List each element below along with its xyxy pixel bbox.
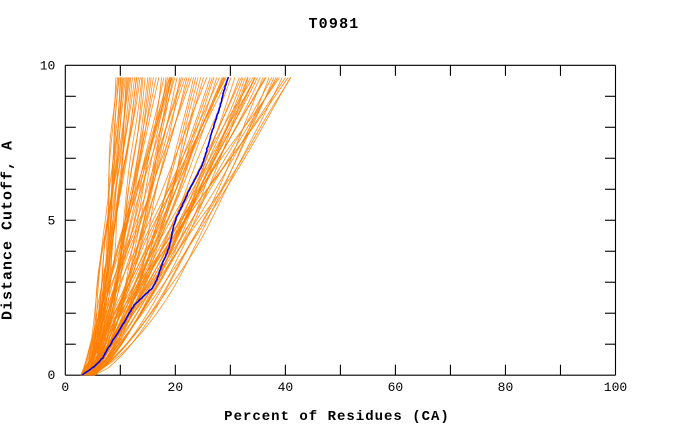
svg-text:0: 0 bbox=[61, 380, 69, 395]
svg-text:20: 20 bbox=[168, 380, 184, 395]
svg-text:5: 5 bbox=[47, 213, 55, 228]
svg-text:40: 40 bbox=[278, 380, 294, 395]
svg-text:10: 10 bbox=[40, 58, 56, 73]
svg-text:60: 60 bbox=[388, 380, 404, 395]
svg-text:100: 100 bbox=[604, 380, 627, 395]
svg-text:80: 80 bbox=[498, 380, 514, 395]
svg-text:0: 0 bbox=[47, 368, 55, 383]
